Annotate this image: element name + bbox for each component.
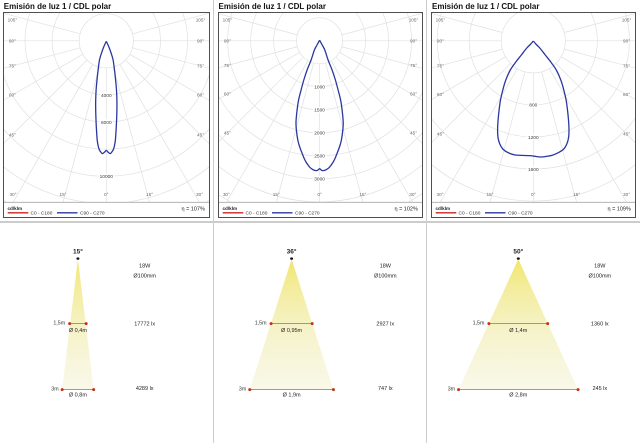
svg-text:15°: 15° <box>359 192 366 197</box>
svg-text:1360 lx: 1360 lx <box>591 322 609 328</box>
svg-text:η = 109%: η = 109% <box>607 206 631 212</box>
svg-text:Ø100mm: Ø100mm <box>374 274 397 280</box>
svg-text:245 lx: 245 lx <box>592 386 607 392</box>
svg-text:30°: 30° <box>409 192 416 197</box>
svg-text:15°: 15° <box>59 192 66 197</box>
svg-text:cd/klm: cd/klm <box>8 206 23 211</box>
svg-text:18W: 18W <box>380 264 392 270</box>
svg-text:C90 - C270: C90 - C270 <box>295 211 320 217</box>
svg-text:1,5m: 1,5m <box>255 321 267 327</box>
svg-text:45°: 45° <box>9 132 16 137</box>
svg-text:105°: 105° <box>223 17 233 22</box>
svg-text:105°: 105° <box>409 17 419 22</box>
svg-text:105°: 105° <box>622 17 632 22</box>
svg-text:1,5m: 1,5m <box>473 321 485 327</box>
svg-text:Ø 2,8m: Ø 2,8m <box>509 393 527 399</box>
svg-text:3m: 3m <box>448 387 456 393</box>
svg-text:4289 lx: 4289 lx <box>136 386 154 392</box>
svg-text:1,5m: 1,5m <box>53 321 65 327</box>
svg-text:4000: 4000 <box>101 93 112 99</box>
svg-text:90°: 90° <box>224 38 231 43</box>
svg-text:90°: 90° <box>623 38 630 43</box>
svg-text:75°: 75° <box>9 64 16 69</box>
svg-text:C0 - C180: C0 - C180 <box>246 211 268 217</box>
svg-text:1200: 1200 <box>528 135 539 141</box>
svg-text:2500: 2500 <box>314 154 325 160</box>
svg-text:0°: 0° <box>104 192 109 197</box>
svg-text:30°: 30° <box>10 192 17 197</box>
svg-text:747 lx: 747 lx <box>378 386 393 392</box>
svg-text:15°: 15° <box>573 192 580 197</box>
svg-text:30°: 30° <box>623 192 630 197</box>
svg-text:45°: 45° <box>623 131 630 136</box>
svg-text:1600: 1600 <box>528 167 539 173</box>
svg-text:cd/klm: cd/klm <box>436 206 451 211</box>
svg-text:60°: 60° <box>9 93 16 98</box>
svg-text:90°: 90° <box>197 38 204 43</box>
svg-text:15°: 15° <box>486 192 493 197</box>
svg-text:η = 102%: η = 102% <box>394 206 418 212</box>
svg-text:17772 lx: 17772 lx <box>134 322 155 328</box>
svg-text:15°: 15° <box>73 247 83 255</box>
svg-text:0°: 0° <box>317 192 322 197</box>
svg-text:10000: 10000 <box>100 174 114 180</box>
svg-text:18W: 18W <box>594 264 606 270</box>
svg-text:30°: 30° <box>437 192 444 197</box>
svg-text:cd/klm: cd/klm <box>223 206 238 211</box>
svg-text:60°: 60° <box>197 93 204 98</box>
svg-text:18W: 18W <box>139 264 151 270</box>
svg-text:75°: 75° <box>623 63 630 68</box>
svg-text:50°: 50° <box>513 247 523 255</box>
svg-text:3m: 3m <box>239 387 247 393</box>
svg-text:0°: 0° <box>531 192 536 197</box>
svg-text:Ø100mm: Ø100mm <box>588 274 611 280</box>
svg-text:75°: 75° <box>437 63 444 68</box>
svg-text:45°: 45° <box>224 131 231 136</box>
svg-text:1000: 1000 <box>314 85 325 91</box>
svg-text:105°: 105° <box>8 17 18 22</box>
svg-text:C0 - C180: C0 - C180 <box>459 211 481 217</box>
svg-text:2927 lx: 2927 lx <box>376 322 394 328</box>
svg-text:6000: 6000 <box>101 120 112 126</box>
svg-text:Ø 1,9m: Ø 1,9m <box>283 393 301 399</box>
svg-text:75°: 75° <box>224 63 231 68</box>
svg-text:90°: 90° <box>410 38 417 43</box>
svg-text:2000: 2000 <box>314 131 325 137</box>
svg-text:C90 - C270: C90 - C270 <box>80 211 105 217</box>
svg-text:60°: 60° <box>437 92 444 97</box>
svg-text:105°: 105° <box>196 17 206 22</box>
svg-text:60°: 60° <box>410 92 417 97</box>
svg-text:90°: 90° <box>9 38 16 43</box>
svg-text:3m: 3m <box>51 387 59 393</box>
svg-text:C90 - C270: C90 - C270 <box>508 211 533 217</box>
svg-text:800: 800 <box>529 103 537 109</box>
svg-text:45°: 45° <box>437 131 444 136</box>
svg-text:Ø 0,95m: Ø 0,95m <box>281 328 303 334</box>
svg-text:C0 - C180: C0 - C180 <box>31 211 53 217</box>
svg-text:36°: 36° <box>287 247 297 255</box>
svg-text:105°: 105° <box>436 17 446 22</box>
svg-text:60°: 60° <box>224 92 231 97</box>
svg-text:45°: 45° <box>197 132 204 137</box>
svg-text:75°: 75° <box>410 63 417 68</box>
svg-text:Ø 0,4m: Ø 0,4m <box>69 328 87 334</box>
svg-text:1500: 1500 <box>314 108 325 114</box>
svg-text:3000: 3000 <box>314 177 325 183</box>
svg-text:15°: 15° <box>273 192 280 197</box>
svg-text:Ø 1,4m: Ø 1,4m <box>509 328 527 334</box>
svg-text:90°: 90° <box>437 38 444 43</box>
svg-text:45°: 45° <box>410 131 417 136</box>
svg-text:η = 107%: η = 107% <box>181 206 205 212</box>
svg-text:15°: 15° <box>146 192 153 197</box>
svg-text:75°: 75° <box>197 64 204 69</box>
svg-text:Ø 0,8m: Ø 0,8m <box>69 393 87 399</box>
svg-text:30°: 30° <box>196 192 203 197</box>
svg-text:30°: 30° <box>223 192 230 197</box>
svg-text:60°: 60° <box>623 92 630 97</box>
svg-text:Ø100mm: Ø100mm <box>133 274 156 280</box>
